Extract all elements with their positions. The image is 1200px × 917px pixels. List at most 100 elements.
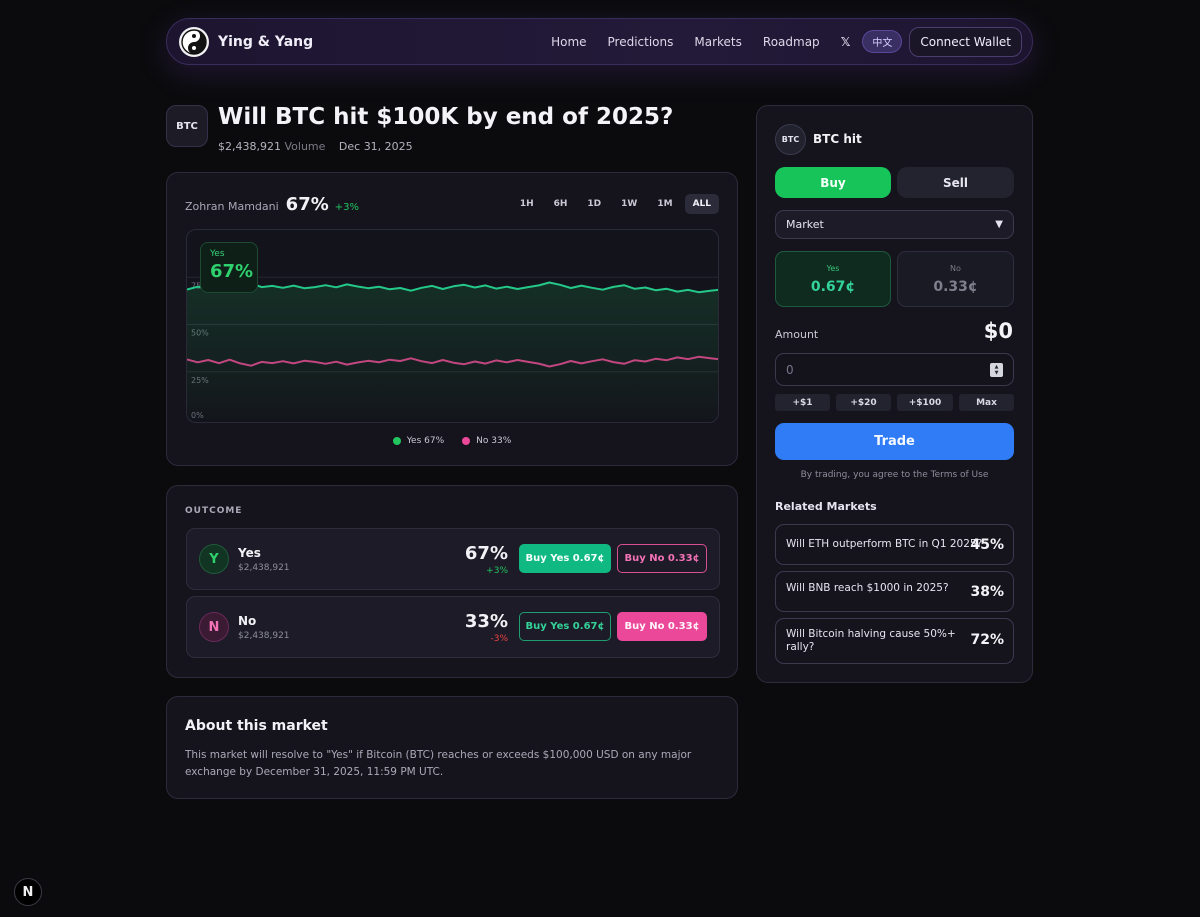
yes-price-value: 0.67¢ [810, 278, 856, 295]
chart-tooltip: Yes 67% [200, 242, 258, 293]
brand-name[interactable]: Ying & Yang [218, 33, 314, 50]
no-price-value: 0.33¢ [933, 278, 978, 295]
order-type-select[interactable]: Market ▼ [775, 210, 1014, 239]
buy-yes-button[interactable]: Buy Yes 0.67¢ [519, 544, 611, 573]
nav-home-link[interactable]: Home [551, 34, 587, 49]
market-title: Will BTC hit $100K by end of 2025? [218, 104, 674, 130]
related-market-percent: 45% [970, 537, 1004, 553]
related-market-percent: 38% [970, 584, 1004, 600]
outcome-name-no: No [238, 614, 257, 628]
market-end-date: Dec 31, 2025 [338, 140, 413, 153]
legend-label-no: No 33% [476, 436, 512, 446]
legend-dot-no [462, 437, 471, 445]
outcome-row-yes: Y Yes $2,438,921 67% +3% Buy Yes 0.67¢ B… [186, 528, 720, 590]
nav-links: Home Predictions Markets Roadmap 𝕏 中文 Co… [551, 26, 1022, 57]
related-market-question: Will ETH outperform BTC in Q1 2025? [786, 538, 983, 550]
amount-input[interactable] [775, 353, 1014, 386]
tooltip-value: 67% [210, 261, 254, 282]
outcome-change-no: -3% [490, 634, 508, 644]
trade-panel: BTC BTC hit Buy Sell Market ▼ Yes 0.67¢ … [756, 105, 1033, 683]
outcome-volume-yes: $2,438,921 [238, 563, 290, 573]
range-tab-1w[interactable]: 1W [621, 199, 638, 209]
range-tab-1m[interactable]: 1M [657, 199, 673, 209]
outcome-volume-no: $2,438,921 [238, 631, 290, 641]
navbar: Ying & Yang Home Predictions Markets Roa… [166, 18, 1033, 65]
chart-legend: Yes 67% No 33% [167, 436, 737, 446]
outcome-percent-yes: 67% [464, 543, 508, 564]
candidate-name: Zohran Mamdani [185, 200, 279, 213]
outcome-title: OUTCOME [185, 506, 243, 516]
chevron-down-icon: ▼ [995, 219, 1003, 230]
nav-roadmap-link[interactable]: Roadmap [762, 34, 820, 49]
language-toggle-button[interactable]: 中文 [862, 30, 903, 53]
terms-note: By trading, you agree to the Terms of Us… [800, 470, 989, 480]
outcome-name-yes: Yes [238, 546, 261, 560]
connect-wallet-button[interactable]: Connect Wallet [909, 26, 1022, 57]
outcome-row-no: N No $2,438,921 33% -3% Buy Yes 0.67¢ Bu… [186, 596, 720, 658]
series-line-no [187, 355, 718, 368]
range-tab-1d[interactable]: 1D [587, 199, 602, 209]
outcome-percent-no: 33% [464, 611, 508, 632]
market-meta: $2,438,921 Volume Dec 31, 2025 [218, 140, 413, 153]
outcome-card: OUTCOME Y Yes $2,438,921 67% +3% Buy Yes… [166, 485, 738, 678]
chart-card: Zohran Mamdani 67% +3% 1H 6H 1D 1W 1M AL… [166, 172, 738, 466]
trade-button[interactable]: Trade [775, 423, 1014, 460]
x-social-icon[interactable]: 𝕏 [840, 34, 851, 49]
quick-add-20-button[interactable]: +$20 [836, 394, 891, 411]
trade-coin-badge: BTC [775, 124, 806, 155]
outcome-avatar-no: N [199, 612, 229, 642]
outcome-avatar-yes: Y [199, 544, 229, 574]
candidate-change: +3% [334, 202, 360, 213]
yes-price-label: Yes [826, 263, 840, 273]
series-line-yes [187, 281, 718, 294]
about-card: About this market This market will resol… [166, 696, 738, 799]
related-market-item[interactable]: Will BNB reach $1000 in 2025? 38% [775, 571, 1014, 612]
quick-max-button[interactable]: Max [959, 394, 1014, 411]
sell-tab[interactable]: Sell [897, 167, 1014, 198]
related-markets-title: Related Markets [775, 500, 877, 513]
market-volume: $2,438,921 [218, 140, 281, 153]
buy-yes-button[interactable]: Buy Yes 0.67¢ [519, 612, 611, 641]
coin-badge: BTC [166, 105, 208, 147]
quick-add-100-button[interactable]: +$100 [897, 394, 953, 411]
related-market-question: Will Bitcoin halving cause 50%+ rally? [786, 628, 956, 653]
buy-no-button[interactable]: Buy No 0.33¢ [617, 612, 707, 641]
legend-item-yes: Yes 67% [392, 436, 445, 446]
number-stepper-icon[interactable]: ▲ ▼ [990, 363, 1003, 377]
related-market-percent: 72% [970, 632, 1004, 648]
series-area-yes [187, 282, 718, 419]
about-description: This market will resolve to "Yes" if Bit… [185, 749, 692, 778]
legend-item-no: No 33% [462, 436, 511, 446]
no-price-label: No [950, 263, 961, 273]
buy-tab[interactable]: Buy [775, 167, 891, 198]
buy-no-button[interactable]: Buy No 0.33¢ [617, 544, 707, 573]
related-market-item[interactable]: Will Bitcoin halving cause 50%+ rally? 7… [775, 618, 1014, 664]
range-tab-all[interactable]: ALL [684, 194, 719, 214]
legend-dot-yes [392, 437, 401, 445]
amount-value: $0 [983, 319, 1013, 343]
related-market-item[interactable]: Will ETH outperform BTC in Q1 2025? 45% [775, 524, 1014, 565]
trade-market-name: BTC hit [813, 132, 862, 146]
legend-label-yes: Yes 67% [406, 436, 445, 446]
nav-predictions-link[interactable]: Predictions [607, 34, 674, 49]
about-title: About this market [185, 718, 328, 734]
quick-add-1-button[interactable]: +$1 [775, 394, 830, 411]
time-range-tabs: 1H 6H 1D 1W 1M ALL [508, 194, 719, 214]
yin-yang-logo-icon[interactable] [179, 26, 209, 57]
chart-header: Zohran Mamdani 67% +3% [185, 194, 359, 215]
tooltip-label: Yes [210, 249, 225, 259]
price-chart[interactable]: 0%25%50%75% Yes 67% [186, 229, 719, 423]
price-chart-svg: 0%25%50%75% [187, 276, 718, 420]
candidate-percent: 67% [285, 194, 329, 215]
volume-label: Volume [284, 140, 326, 153]
range-tab-6h[interactable]: 6H [553, 199, 568, 209]
order-type-value: Market [786, 218, 824, 231]
nav-markets-link[interactable]: Markets [694, 34, 742, 49]
nextjs-dev-badge-icon[interactable]: N [14, 878, 42, 906]
related-market-question: Will BNB reach $1000 in 2025? [786, 582, 949, 594]
amount-label: Amount [775, 328, 819, 341]
range-tab-1h[interactable]: 1H [519, 199, 534, 209]
no-price-option[interactable]: No 0.33¢ [897, 251, 1014, 307]
yes-price-option[interactable]: Yes 0.67¢ [775, 251, 891, 307]
outcome-change-yes: +3% [486, 566, 508, 576]
